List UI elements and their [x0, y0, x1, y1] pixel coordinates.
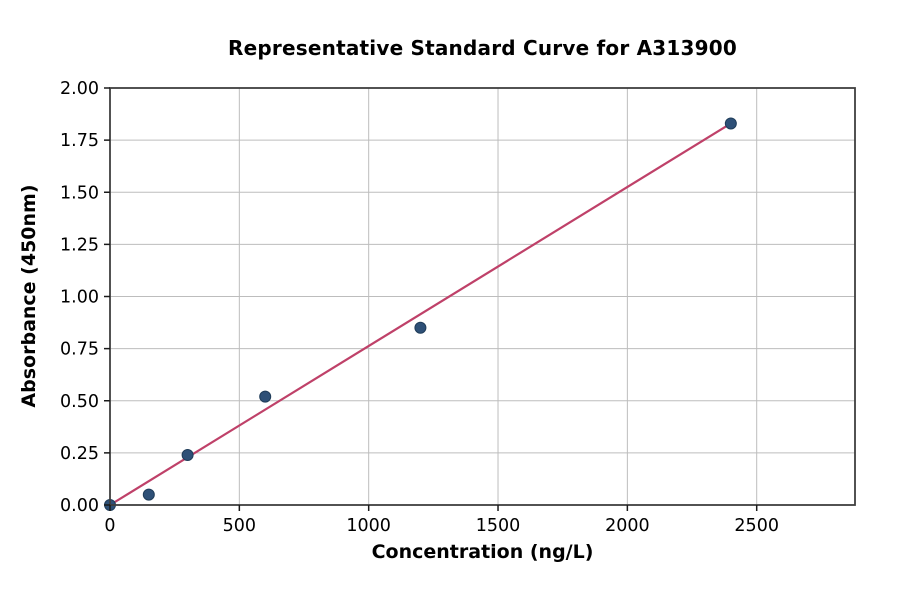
y-tick-label: 0.75: [60, 340, 99, 360]
x-tick-label: 500: [223, 516, 256, 536]
x-axis-label: Concentration (ng/L): [371, 541, 594, 563]
y-tick-label: 1.25: [60, 235, 99, 255]
y-tick-label: 0.50: [60, 392, 99, 412]
x-tick-label: 2500: [734, 516, 779, 536]
chart-title: Representative Standard Curve for A31390…: [228, 36, 737, 60]
data-point: [181, 448, 194, 461]
y-tick-label: 1.00: [60, 288, 99, 308]
data-point: [724, 117, 737, 130]
data-point: [259, 390, 272, 403]
x-tick-label: 2000: [605, 516, 650, 536]
y-axis-label: Absorbance (450nm): [18, 184, 40, 408]
data-point: [414, 321, 427, 334]
x-tick-label: 0: [104, 516, 115, 536]
y-tick-label: 1.75: [60, 131, 99, 151]
x-tick-label: 1500: [476, 516, 521, 536]
fit-line: [108, 122, 732, 507]
y-tick-label: 0.25: [60, 444, 99, 464]
data-point: [142, 488, 155, 501]
y-tick-label: 2.00: [60, 79, 99, 99]
y-tick-label: 0.00: [60, 496, 99, 516]
y-tick-label: 1.50: [60, 183, 99, 203]
x-tick-label: 1000: [346, 516, 391, 536]
